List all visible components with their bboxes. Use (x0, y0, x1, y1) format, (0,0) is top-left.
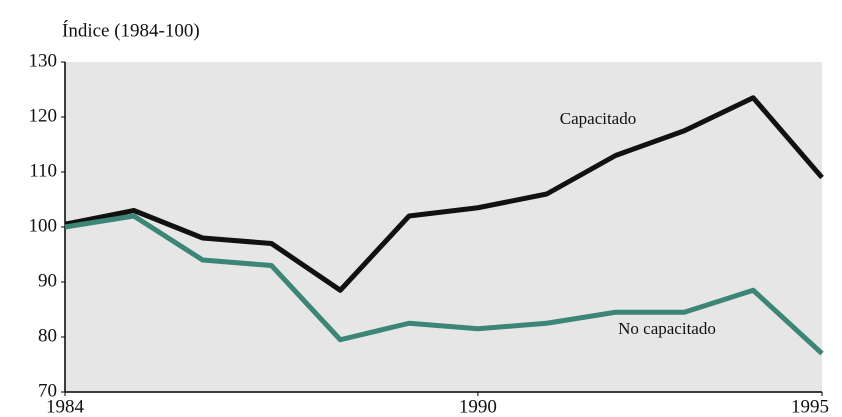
chart-title: Índice (1984-100) (62, 19, 200, 41)
series-line (64, 213, 824, 356)
y-tick-label: 110 (29, 160, 57, 181)
x-tick-label: 1990 (459, 396, 497, 417)
y-tick-label: 120 (29, 105, 58, 126)
y-tick-label: 70 (38, 380, 57, 401)
y-tick-label: 130 (29, 50, 58, 71)
y-tick-label: 80 (38, 325, 57, 346)
x-tick-label: 1984 (46, 396, 85, 417)
y-tick-label: 90 (38, 270, 57, 291)
series-label: No capacitado (618, 319, 716, 338)
x-tick-label: 1995 (791, 396, 829, 417)
plot-area (65, 62, 822, 392)
series-label: Capacitado (560, 109, 636, 128)
series-line (64, 95, 824, 293)
y-tick-label: 100 (29, 215, 58, 236)
